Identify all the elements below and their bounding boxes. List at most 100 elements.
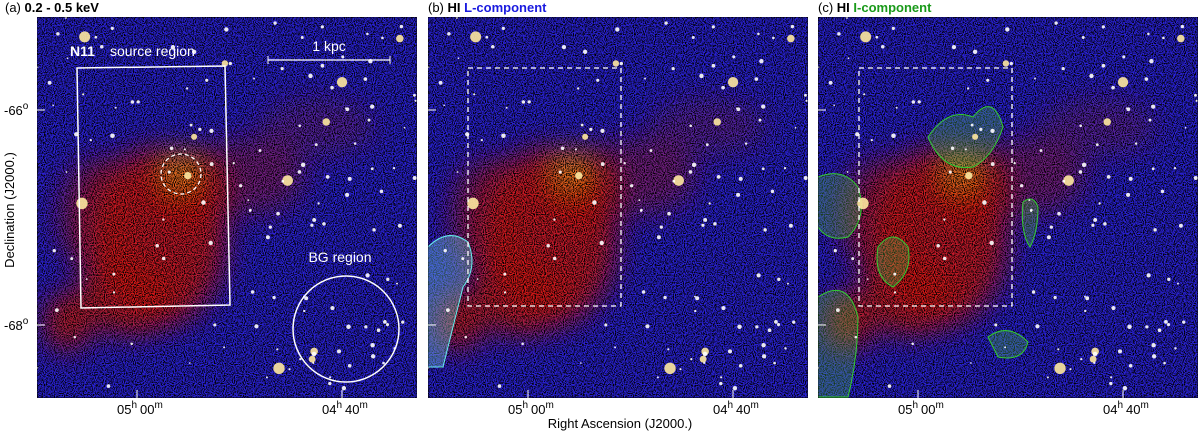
star bbox=[465, 132, 470, 137]
star bbox=[258, 149, 262, 152]
star bbox=[574, 148, 577, 151]
star bbox=[763, 228, 767, 232]
star bbox=[414, 99, 417, 102]
star bbox=[280, 66, 284, 71]
star bbox=[644, 77, 646, 80]
contour bbox=[428, 235, 473, 368]
panel-a-title: (a) 0.2 - 0.5 keV bbox=[5, 0, 99, 15]
star bbox=[232, 162, 235, 165]
star bbox=[344, 107, 347, 110]
star bbox=[314, 143, 318, 147]
star bbox=[761, 342, 766, 348]
star bbox=[341, 55, 345, 59]
star bbox=[76, 197, 88, 210]
star bbox=[701, 223, 705, 227]
star bbox=[719, 381, 723, 386]
star bbox=[428, 66, 430, 69]
tick-deg: -68 bbox=[4, 318, 23, 333]
star bbox=[736, 192, 741, 197]
source-region-label: source region bbox=[110, 43, 195, 59]
star bbox=[803, 176, 808, 180]
star bbox=[503, 272, 507, 276]
star bbox=[505, 106, 508, 109]
star bbox=[558, 170, 562, 174]
star bbox=[1151, 104, 1156, 109]
star bbox=[308, 73, 313, 79]
star bbox=[130, 100, 135, 104]
star bbox=[1061, 66, 1065, 71]
star bbox=[1049, 225, 1053, 229]
star bbox=[911, 100, 916, 104]
tick-deg: -66 bbox=[4, 103, 23, 118]
source-region-box bbox=[76, 65, 231, 309]
star bbox=[1194, 93, 1197, 97]
star bbox=[629, 184, 634, 188]
star bbox=[847, 57, 850, 60]
star bbox=[66, 57, 69, 60]
star bbox=[713, 222, 717, 226]
star bbox=[1098, 202, 1101, 205]
star bbox=[110, 26, 114, 30]
star bbox=[546, 243, 550, 248]
star bbox=[412, 176, 417, 180]
star bbox=[1089, 73, 1094, 79]
tick-hours: 05 bbox=[898, 402, 912, 417]
star bbox=[114, 106, 117, 109]
star bbox=[711, 25, 715, 29]
star bbox=[464, 335, 468, 339]
star bbox=[330, 85, 334, 90]
star bbox=[1180, 24, 1185, 29]
star bbox=[1128, 363, 1133, 368]
star bbox=[1151, 342, 1156, 348]
star bbox=[735, 107, 738, 110]
star bbox=[401, 320, 405, 324]
star bbox=[773, 361, 776, 365]
panel-prefix: HI bbox=[448, 0, 461, 15]
star bbox=[367, 118, 371, 122]
star bbox=[1005, 27, 1010, 32]
star bbox=[249, 208, 252, 212]
star bbox=[656, 235, 661, 240]
star bbox=[990, 128, 995, 133]
star bbox=[623, 162, 626, 165]
star bbox=[363, 77, 368, 81]
star bbox=[201, 200, 206, 205]
star bbox=[379, 189, 384, 194]
star bbox=[1117, 77, 1129, 88]
star bbox=[56, 32, 60, 36]
star bbox=[386, 277, 390, 281]
star bbox=[732, 386, 738, 391]
star bbox=[399, 24, 404, 29]
star bbox=[893, 272, 897, 276]
star bbox=[65, 171, 68, 173]
star bbox=[833, 248, 837, 253]
star bbox=[347, 363, 352, 368]
star bbox=[845, 17, 849, 19]
star bbox=[1122, 55, 1126, 59]
star bbox=[1057, 348, 1060, 351]
star bbox=[336, 77, 348, 88]
star bbox=[1089, 355, 1097, 363]
star bbox=[870, 138, 873, 142]
star bbox=[74, 132, 79, 137]
tick-minutes-unit: m bbox=[360, 400, 368, 411]
star bbox=[1092, 351, 1098, 357]
star bbox=[273, 21, 277, 25]
panel-title: 0.2 - 0.5 keV bbox=[25, 0, 100, 15]
star bbox=[497, 384, 502, 388]
star bbox=[688, 170, 693, 174]
star bbox=[600, 128, 605, 133]
star bbox=[553, 218, 556, 221]
x-tick-label: 04h 40m bbox=[322, 400, 368, 417]
star bbox=[213, 323, 217, 327]
star bbox=[972, 133, 979, 140]
star bbox=[397, 223, 402, 228]
star bbox=[438, 80, 443, 85]
noise bbox=[428, 17, 808, 398]
star bbox=[1078, 170, 1083, 174]
star bbox=[1182, 320, 1186, 324]
excluded-circle bbox=[160, 153, 202, 195]
tick-minutes-unit: m bbox=[1141, 400, 1149, 411]
star bbox=[1177, 282, 1179, 285]
star bbox=[575, 171, 583, 180]
